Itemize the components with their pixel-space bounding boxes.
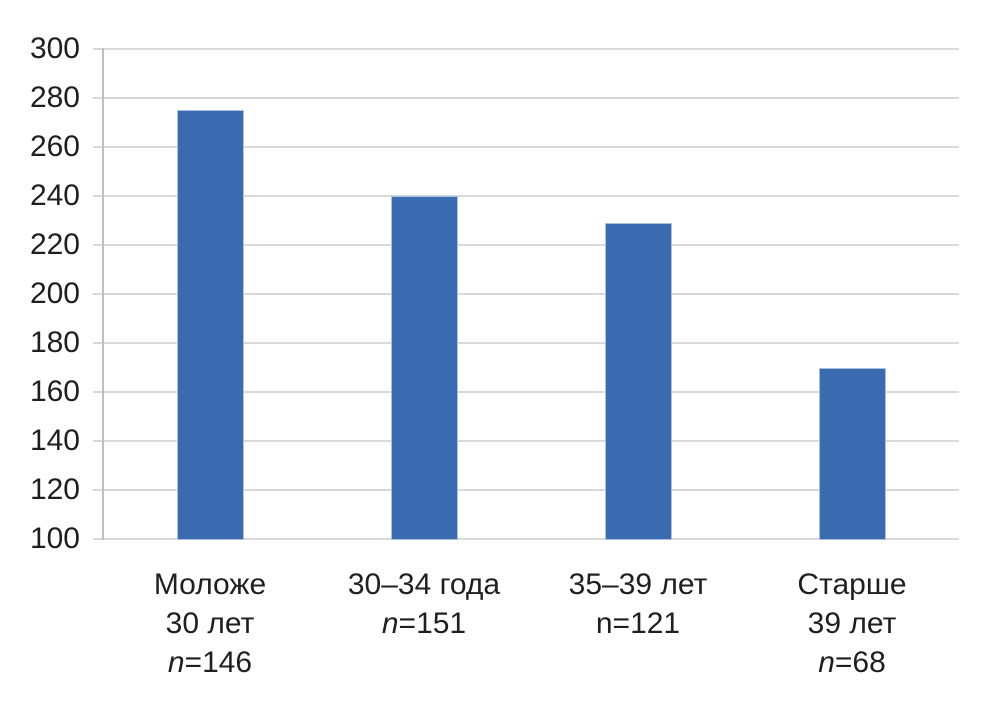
category-label-line: Моложе xyxy=(153,568,267,601)
category-label-line: 30–34 года xyxy=(347,568,501,601)
gridline xyxy=(93,48,959,50)
y-tick-label: 240 xyxy=(29,179,80,212)
category-label: 35–39 лет n=121 xyxy=(531,565,745,643)
gridline xyxy=(93,489,959,491)
y-tick-label: 120 xyxy=(29,473,80,506)
sample-size-label: n=151 xyxy=(381,607,467,640)
y-tick-label: 300 xyxy=(29,32,80,65)
category-label: Старше 39 лет n=68 xyxy=(745,565,959,682)
gridline xyxy=(93,538,959,540)
gridline xyxy=(93,97,959,99)
y-tick-label: 220 xyxy=(29,228,80,261)
gridline xyxy=(93,293,959,295)
bar xyxy=(176,110,244,540)
gridline xyxy=(93,440,959,442)
y-tick-label: 100 xyxy=(29,522,80,555)
y-tick-label: 200 xyxy=(29,277,80,310)
bar xyxy=(604,222,672,540)
y-tick-label: 160 xyxy=(29,375,80,408)
sample-size-label: n=146 xyxy=(167,646,253,679)
category-label-line: 30 лет xyxy=(165,607,255,640)
gridline xyxy=(93,391,959,393)
category-label-line: 39 лет xyxy=(807,607,897,640)
bar xyxy=(390,196,458,540)
sample-size-label: n=68 xyxy=(818,646,886,679)
y-tick-label: 260 xyxy=(29,130,80,163)
category-label: Моложе 30 лет n=146 xyxy=(103,565,317,682)
gridline xyxy=(93,244,959,246)
y-tick-label: 280 xyxy=(29,81,80,114)
gridline xyxy=(93,195,959,197)
category-label-line: Старше xyxy=(797,568,907,601)
sample-size-label: n=121 xyxy=(595,607,681,640)
y-tick-label: 180 xyxy=(29,326,80,359)
y-tick-label: 140 xyxy=(29,424,80,457)
category-label-line: 35–39 лет xyxy=(568,568,708,601)
category-label: 30–34 года n=151 xyxy=(317,565,531,643)
gridline xyxy=(93,342,959,344)
y-axis-line xyxy=(102,48,104,540)
gridline xyxy=(93,146,959,148)
bar xyxy=(818,367,886,540)
